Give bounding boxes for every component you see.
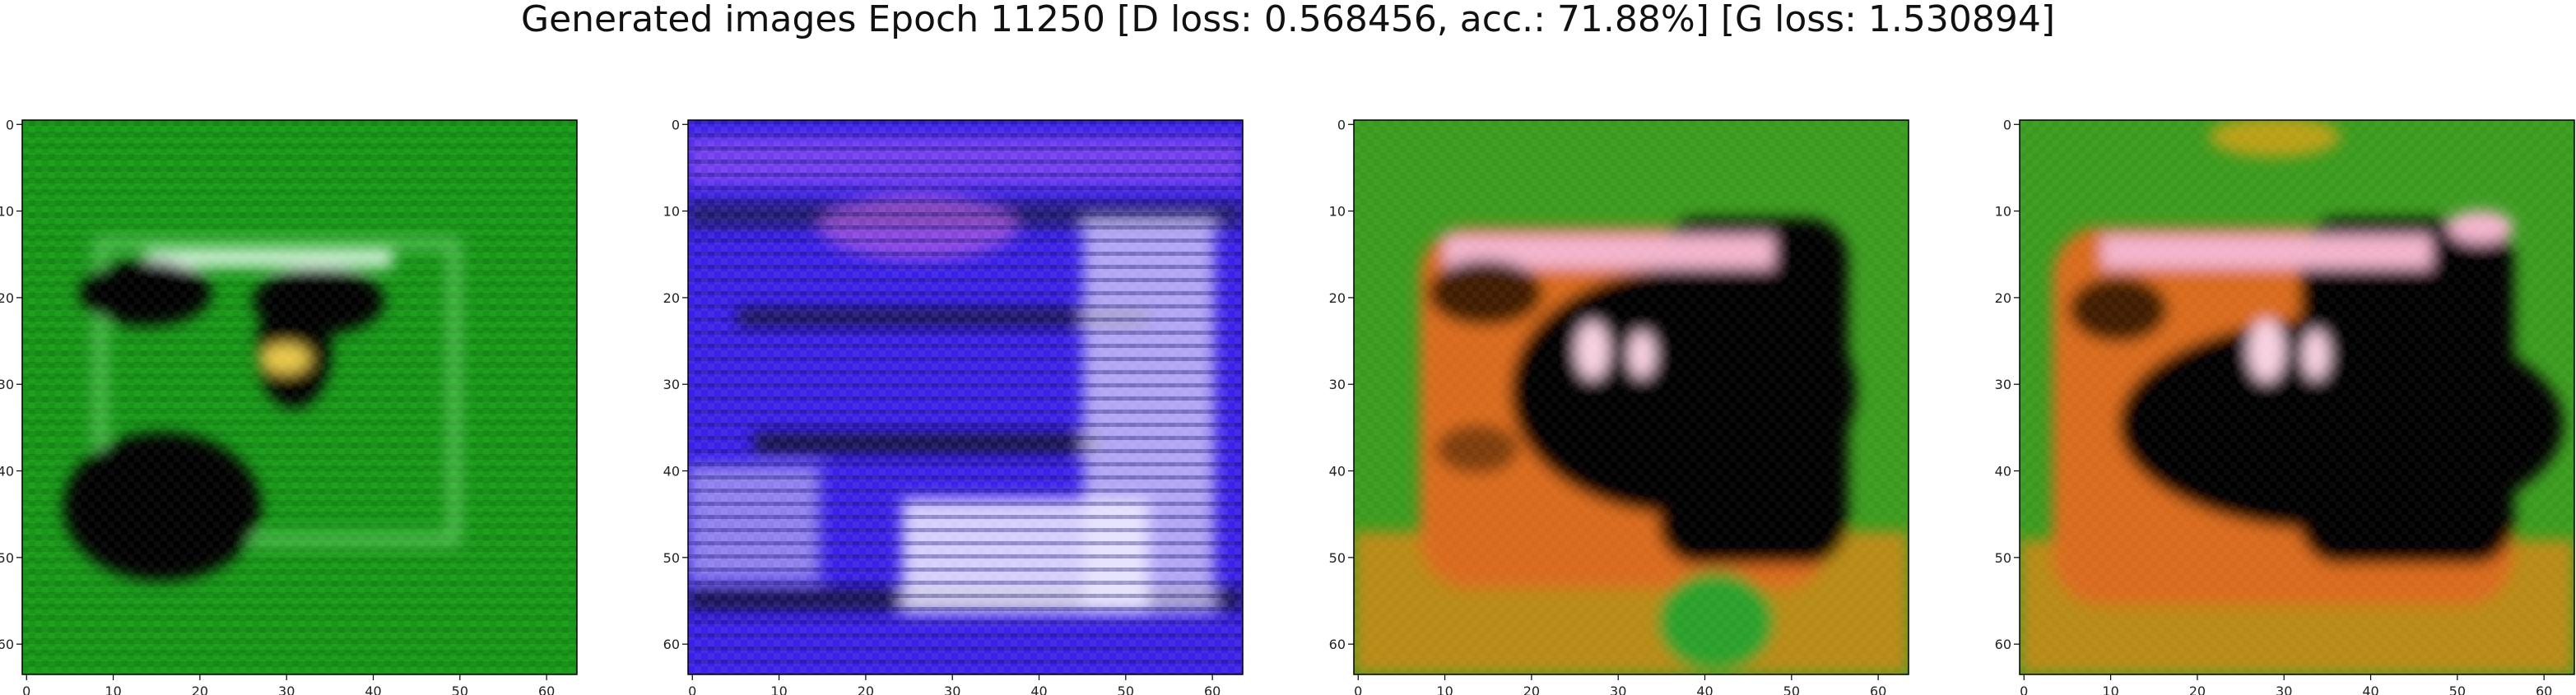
y-tick-label: 10 <box>1995 204 2011 220</box>
x-tick-label: 50 <box>452 683 468 695</box>
x-tick-label: 40 <box>1030 683 1047 695</box>
figure-title: Generated images Epoch 11250 [D loss: 0.… <box>520 0 2056 40</box>
x-tick-label: 40 <box>365 683 381 695</box>
panel-2 <box>687 119 1244 675</box>
y-tick-label: 30 <box>1329 377 1346 392</box>
x-tick-label: 0 <box>22 683 30 695</box>
x-tick-label: 0 <box>688 683 696 695</box>
y-tick-label: 60 <box>0 637 14 652</box>
x-tick-label: 10 <box>770 683 787 695</box>
x-tick-label: 20 <box>192 683 208 695</box>
y-tick-label: 0 <box>2003 117 2011 132</box>
x-tick-label: 20 <box>858 683 874 695</box>
panel-1 <box>21 119 578 675</box>
panel-4 <box>2019 119 2575 675</box>
x-tick-label: 60 <box>1204 683 1221 695</box>
x-tick-label: 40 <box>1696 683 1713 695</box>
x-tick-label: 30 <box>2276 683 2292 695</box>
x-tick-label: 50 <box>1118 683 1134 695</box>
y-tick-label: 50 <box>1995 550 2011 566</box>
y-tick-label: 20 <box>663 290 680 306</box>
x-tick-label: 10 <box>1436 683 1453 695</box>
y-tick-label: 10 <box>0 204 14 220</box>
panel-3-image <box>1354 120 1909 674</box>
x-tick-label: 60 <box>538 683 555 695</box>
y-tick-label: 60 <box>663 637 680 652</box>
x-tick-label: 60 <box>2536 683 2552 695</box>
y-tick-label: 40 <box>663 464 680 480</box>
panel-2-image <box>688 120 1243 674</box>
y-tick-label: 30 <box>663 377 680 392</box>
y-tick-label: 20 <box>1995 290 2011 306</box>
y-tick-label: 10 <box>663 204 680 220</box>
y-tick-label: 20 <box>0 290 14 306</box>
y-tick-label: 30 <box>1995 377 2011 392</box>
x-tick-label: 50 <box>1783 683 1800 695</box>
axes-ticks: 0 10 20 30 40 50 60 0 10 20 30 40 50 60 0 10 20 30 40 50 60 0… <box>0 117 2552 695</box>
x-tick-label: 0 <box>2020 683 2028 695</box>
x-tick-label: 30 <box>944 683 960 695</box>
y-tick-label: 40 <box>0 464 14 480</box>
y-tick-label: 30 <box>0 377 14 392</box>
y-tick-label: 0 <box>6 117 14 132</box>
y-tick-label: 0 <box>672 117 680 132</box>
x-tick-label: 20 <box>2189 683 2206 695</box>
y-tick-label: 0 <box>1337 117 1346 132</box>
panel-3 <box>1353 119 1909 675</box>
y-tick-label: 10 <box>1329 204 1346 220</box>
y-tick-label: 20 <box>1329 290 1346 306</box>
x-tick-label: 40 <box>2362 683 2378 695</box>
y-tick-label: 50 <box>1329 550 1346 566</box>
x-tick-label: 50 <box>2449 683 2466 695</box>
x-tick-label: 20 <box>1523 683 1540 695</box>
x-tick-label: 10 <box>2102 683 2118 695</box>
y-tick-label: 40 <box>1995 464 2011 480</box>
x-tick-label: 60 <box>1870 683 1886 695</box>
x-tick-label: 30 <box>278 683 295 695</box>
y-tick-label: 50 <box>663 550 680 566</box>
x-tick-label: 10 <box>105 683 121 695</box>
y-tick-label: 40 <box>1329 464 1346 480</box>
panel-4-image <box>2020 120 2574 674</box>
panel-1-image <box>22 120 577 674</box>
y-tick-label: 50 <box>0 550 14 566</box>
x-tick-label: 0 <box>1354 683 1362 695</box>
x-tick-label: 30 <box>1610 683 1626 695</box>
y-tick-label: 60 <box>1995 637 2011 652</box>
y-tick-label: 60 <box>1329 637 1346 652</box>
